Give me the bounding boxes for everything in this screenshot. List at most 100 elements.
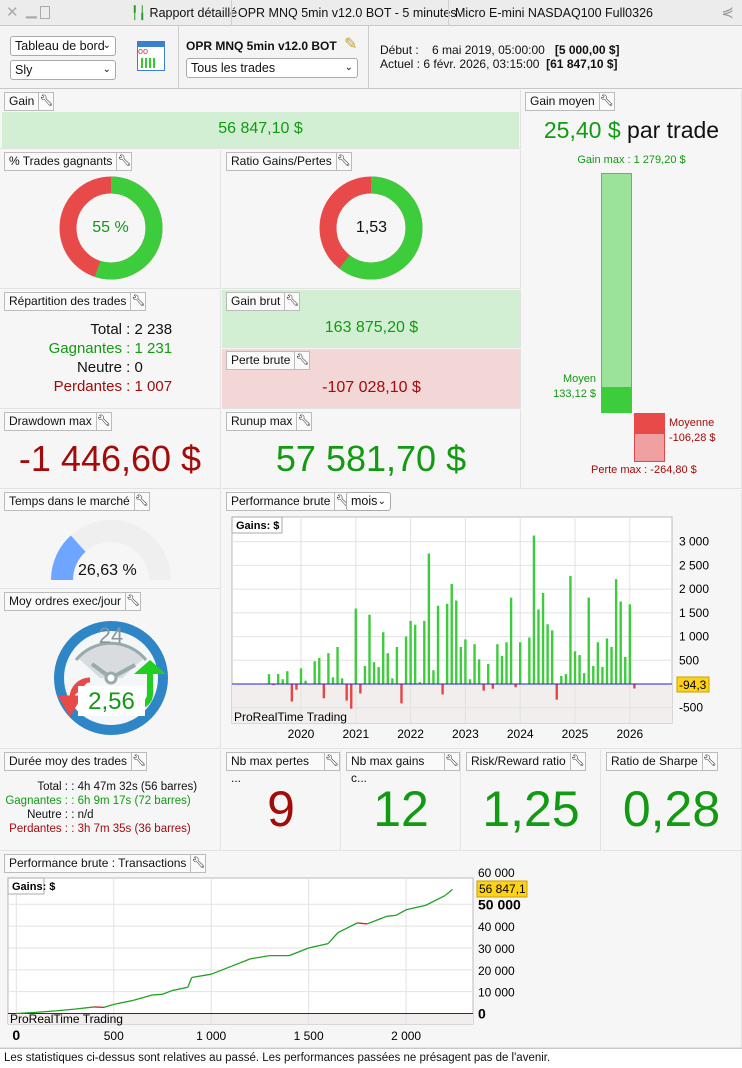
period-select[interactable]: mois ⌄: [346, 492, 391, 511]
bar: [546, 624, 549, 684]
runup-panel: Runup max 🔧︎ 57 581,70 $: [222, 410, 521, 489]
avg-gain-value: 25,40 $: [543, 117, 621, 143]
bar: [514, 684, 517, 688]
bar: [459, 647, 463, 684]
bar: [491, 684, 495, 689]
bar: [409, 620, 412, 684]
donut-gain-arc: [319, 176, 423, 280]
row-label: Gagnantes: [48, 340, 122, 357]
view-select[interactable]: Tableau de bord ⌄: [10, 36, 116, 56]
list-row: Neutre : 0: [0, 358, 221, 377]
minimize-icon[interactable]: ▁: [26, 2, 37, 18]
equity-segment: [152, 993, 163, 996]
panel-title: Runup max: [231, 414, 293, 428]
equity-segment: [308, 945, 319, 949]
user-select[interactable]: Sly ⌄: [10, 60, 116, 80]
wrench-icon[interactable]: 🔧︎: [125, 593, 140, 610]
x-tick-label: 2022: [397, 727, 424, 741]
wrench-icon[interactable]: 🔧︎: [133, 493, 149, 510]
y-tick-label: 10 000: [478, 986, 515, 1000]
legend-label: Gains: $: [12, 881, 55, 893]
bar: [354, 608, 358, 684]
wrench-icon[interactable]: 🔧︎: [130, 293, 145, 310]
bar: [363, 665, 367, 684]
x-tick-label: 0: [12, 1027, 20, 1043]
wrench-icon[interactable]: 🔧︎: [335, 153, 351, 170]
legend-label: Gains: $: [236, 520, 279, 532]
share-icon[interactable]: ⋞: [721, 4, 734, 21]
bar: [427, 553, 431, 684]
bar: [573, 651, 577, 684]
bar: [445, 603, 449, 684]
x-tick-label: 2025: [562, 727, 589, 741]
bar: [555, 684, 558, 700]
wrench-icon[interactable]: 🔧︎: [294, 352, 309, 369]
wrench-icon[interactable]: 🔧︎: [569, 753, 585, 770]
win-pct-value: 55 %: [92, 219, 129, 236]
wrench-icon[interactable]: 🔧︎: [38, 93, 53, 110]
equity-segment: [162, 989, 173, 995]
wrench-icon[interactable]: 🔧︎: [116, 153, 131, 170]
equity-segment: [210, 965, 231, 975]
separator: :: [68, 781, 78, 793]
y-tick-label: 40 000: [478, 920, 515, 934]
separator: :: [68, 809, 78, 821]
edit-pencil-icon[interactable]: ✎: [344, 36, 358, 53]
wrench-icon[interactable]: 🔧︎: [284, 293, 299, 310]
tab-strategy[interactable]: OPR MNQ 5min v12.0 BOT - 5 minutes: [231, 0, 463, 26]
bar: [619, 601, 622, 684]
separator: :: [122, 359, 135, 376]
last-value-badge: [676, 676, 710, 693]
bar: [423, 620, 426, 684]
equity-segment: [444, 888, 453, 897]
trades-filter-select[interactable]: Tous les trades ⌄: [186, 58, 358, 78]
stat-value: 12: [373, 781, 429, 837]
bar: [596, 642, 600, 684]
maximize-icon[interactable]: [40, 6, 50, 19]
wrench-icon[interactable]: 🔧︎: [190, 855, 205, 872]
y-tick-label: 20 000: [478, 964, 515, 978]
wrench-icon[interactable]: 🔧︎: [701, 753, 717, 770]
equity-segment: [55, 1008, 75, 1012]
wrench-icon[interactable]: 🔧︎: [296, 413, 311, 430]
bar: [372, 662, 376, 684]
wrench-icon[interactable]: 🔧︎: [598, 93, 614, 110]
avg-gain-suffix: par trade: [627, 117, 720, 143]
close-icon[interactable]: ✕: [6, 4, 19, 21]
wrench-icon[interactable]: 🔧︎: [324, 753, 339, 770]
perte-brute-title: Perte brute 🔧︎: [226, 351, 311, 370]
row-label: Perdantes :: [9, 823, 68, 835]
bar: [528, 637, 531, 684]
y-tick-label: 1 000: [679, 630, 709, 644]
start-capital: [5 000,00 $]: [554, 43, 620, 57]
gauge-track: [51, 520, 171, 580]
report-settings-icon[interactable]: oo: [137, 41, 165, 71]
wrench-icon[interactable]: 🔧︎: [334, 493, 349, 510]
wrench-icon[interactable]: 🔧︎: [444, 753, 459, 770]
equity-segment: [187, 977, 193, 988]
gain-moyen-panel: Gain moyen 🔧︎ 25,40 $ par trade Gain max …: [521, 90, 742, 489]
wrench-icon[interactable]: 🔧︎: [95, 413, 111, 430]
runup-title: Runup max 🔧︎: [226, 412, 313, 431]
gain-band: [2, 112, 519, 148]
panel-title: Perte brute: [231, 353, 291, 367]
y-tick-label: 3 000: [679, 535, 709, 549]
x-tick-label: 500: [104, 1029, 124, 1043]
bar: [304, 680, 307, 684]
list-row: Gagnantes : 1 231: [0, 339, 221, 358]
tab-instrument[interactable]: Micro E-mini NASDAQ100 Full0326: [448, 0, 659, 26]
bar: [441, 684, 444, 695]
x-tick-label: 2020: [288, 727, 315, 741]
y-tick-label: -500: [679, 701, 703, 715]
gain-title: Gain 🔧︎: [4, 92, 55, 111]
bar: [391, 678, 394, 684]
wrench-icon[interactable]: 🔧︎: [131, 753, 146, 770]
chevron-down-icon: ⌄: [102, 64, 111, 75]
runup-value: 57 581,70 $: [275, 438, 467, 479]
disclaimer: Les statistiques ci-dessus sont relative…: [0, 1048, 742, 1068]
bar: [550, 630, 554, 684]
win-pct-panel: % Trades gagnants 🔧︎ 55 %: [0, 150, 221, 289]
moyenne-label: Moyenne -106,28 $: [669, 416, 715, 446]
tab-rapport[interactable]: ╿╽ Rapport détaillé: [125, 0, 243, 26]
stat-value: 1,25: [482, 781, 580, 837]
